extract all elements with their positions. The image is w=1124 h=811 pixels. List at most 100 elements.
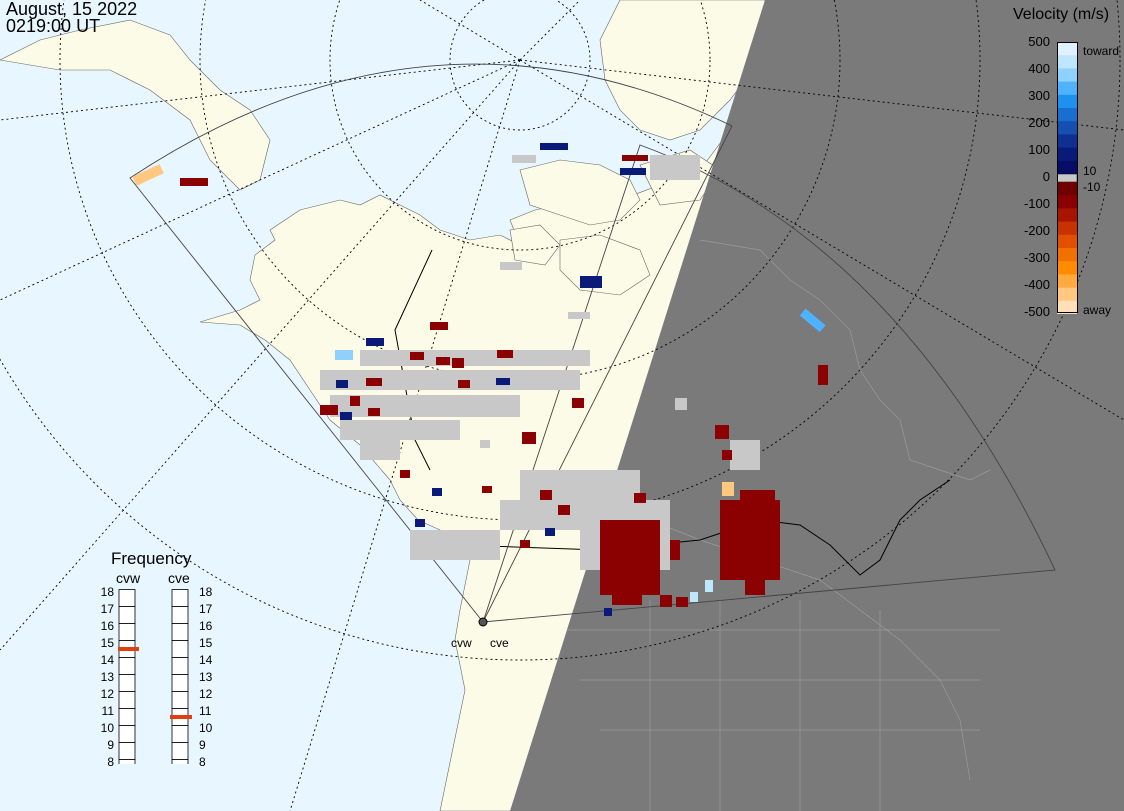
colorbar-minus10-label: -10 bbox=[1083, 180, 1101, 194]
radar-site-marker bbox=[478, 617, 488, 627]
colorbar-toward-swatch bbox=[1057, 42, 1077, 56]
frequency-marker bbox=[170, 715, 192, 719]
colorbar-tick-label: 500 bbox=[1028, 34, 1050, 49]
colorbar-away-swatch bbox=[1057, 261, 1077, 275]
colorbar-away-label: away bbox=[1083, 303, 1112, 317]
radar-label-cve: cve bbox=[490, 636, 509, 650]
colorbar-tick-label: -400 bbox=[1023, 277, 1050, 292]
frequency-cell bbox=[171, 640, 189, 658]
frequency-scale-label-right: 13 bbox=[199, 670, 213, 684]
frequency-title: Frequency bbox=[111, 549, 192, 568]
colorbar-toward-swatch bbox=[1057, 160, 1077, 175]
frequency-cell bbox=[171, 759, 189, 764]
colorbar-away-swatch bbox=[1057, 182, 1077, 196]
frequency-scale-label-left: 16 bbox=[100, 619, 114, 633]
colorbar-tick-label: 0 bbox=[1042, 169, 1050, 184]
frequency-scale-label-right: 15 bbox=[199, 636, 213, 650]
frequency-cell bbox=[118, 674, 136, 692]
frequency-scale-label-right: 8 bbox=[199, 755, 206, 769]
frequency-scale-label-left: 14 bbox=[100, 653, 114, 667]
colorbar-tick-label: 400 bbox=[1028, 61, 1050, 76]
frequency-cell bbox=[118, 589, 136, 607]
land-arctic-islands bbox=[509, 149, 721, 296]
colorbar-tick-label: 200 bbox=[1028, 115, 1050, 130]
colorbar-toward-swatch bbox=[1057, 147, 1077, 162]
frequency-cell bbox=[118, 742, 136, 760]
colorbar-away-swatch bbox=[1057, 248, 1077, 262]
frequency-scale-label-left: 9 bbox=[107, 738, 114, 752]
scatter-away bbox=[180, 155, 828, 607]
frequency-scale-label-right: 10 bbox=[199, 721, 213, 735]
frequency-scale-label-left: 13 bbox=[100, 670, 114, 684]
colorbar-away-swatch bbox=[1057, 221, 1077, 236]
colorbar-toward-swatch bbox=[1057, 134, 1077, 149]
frequency-radar-cvw: cvw bbox=[116, 570, 141, 586]
frequency-scale-label-left: 15 bbox=[100, 636, 114, 650]
colorbar-title: Velocity (m/s) bbox=[1013, 6, 1110, 23]
colorbar-away-swatch bbox=[1057, 195, 1077, 209]
land-greenland bbox=[599, 0, 766, 141]
colorbar-away-swatch bbox=[1057, 208, 1077, 223]
frequency-scale-label-right: 12 bbox=[199, 687, 213, 701]
colorbar-toward-label: toward bbox=[1083, 44, 1120, 58]
frequency-cell bbox=[171, 606, 189, 624]
frequency-cell bbox=[118, 623, 136, 641]
frequency-marker bbox=[118, 647, 139, 651]
colorbar-away-swatch bbox=[1057, 234, 1077, 249]
radar-label-cvw: cvw bbox=[451, 636, 472, 650]
frequency-scale-label-right: 18 bbox=[199, 585, 213, 599]
night-shade bbox=[510, 0, 1124, 811]
frequency-cell bbox=[171, 589, 189, 607]
land-alaska-arctic bbox=[0, 19, 271, 191]
frequency-scale-label-left: 12 bbox=[100, 687, 114, 701]
colorbar-tick-label: -300 bbox=[1023, 250, 1050, 265]
frequency-scale-label-left: 11 bbox=[101, 704, 114, 718]
colorbar-tick-label: -100 bbox=[1023, 196, 1050, 211]
colorbar-toward-swatch bbox=[1057, 81, 1077, 96]
frequency-cell bbox=[118, 657, 136, 675]
colorbar-toward-swatch bbox=[1057, 55, 1077, 69]
colorbar-away-swatch bbox=[1057, 300, 1077, 314]
frequency-scale-label-left: 17 bbox=[100, 602, 114, 616]
colorbar-plus10-label: 10 bbox=[1083, 164, 1097, 178]
frequency-cell bbox=[118, 725, 136, 743]
scatter-light bbox=[132, 164, 826, 602]
frequency-radar-cve: cve bbox=[168, 570, 190, 586]
frequency-cell bbox=[118, 708, 136, 726]
frequency-cell bbox=[171, 725, 189, 743]
frequency-cell bbox=[171, 623, 189, 641]
frequency-cell bbox=[171, 742, 189, 760]
colorbar-away-swatch bbox=[1057, 274, 1077, 289]
colorbar-toward-swatch bbox=[1057, 94, 1077, 109]
frequency-cell bbox=[118, 759, 136, 764]
frequency-cell bbox=[171, 674, 189, 692]
frequency-scale-label-right: 9 bbox=[199, 738, 206, 752]
frequency-scale-label-left: 8 bbox=[107, 755, 114, 769]
frequency-cell bbox=[171, 657, 189, 675]
colorbar-toward-swatch bbox=[1057, 108, 1077, 122]
frequency-cell bbox=[171, 691, 189, 709]
scatter-toward bbox=[336, 143, 646, 616]
time-label: 0219:00 UT bbox=[6, 16, 101, 36]
frequency-cell bbox=[118, 606, 136, 624]
frequency-scale-label-left: 18 bbox=[100, 585, 114, 599]
velocity-colorbar bbox=[1057, 42, 1078, 314]
colorbar-toward-swatch bbox=[1057, 68, 1077, 83]
frequency-scale-label-left: 10 bbox=[100, 721, 114, 735]
colorbar-toward-swatch bbox=[1057, 121, 1077, 135]
frequency-scales bbox=[118, 589, 192, 764]
colorbar-tick-label: -200 bbox=[1023, 223, 1050, 238]
frequency-scale-label-right: 16 bbox=[199, 619, 213, 633]
colorbar-tick-label: -500 bbox=[1023, 304, 1050, 319]
colorbar-tick-label: 300 bbox=[1028, 88, 1050, 103]
frequency-cell bbox=[118, 691, 136, 709]
date-label: August, 15 2022 bbox=[6, 0, 138, 19]
colorbar-tick-label: 100 bbox=[1028, 142, 1050, 157]
colorbar-away-swatch bbox=[1057, 287, 1077, 302]
frequency-scale-label-right: 17 bbox=[199, 602, 213, 616]
frequency-scale-label-right: 11 bbox=[199, 704, 212, 718]
frequency-scale-label-right: 14 bbox=[199, 653, 213, 667]
